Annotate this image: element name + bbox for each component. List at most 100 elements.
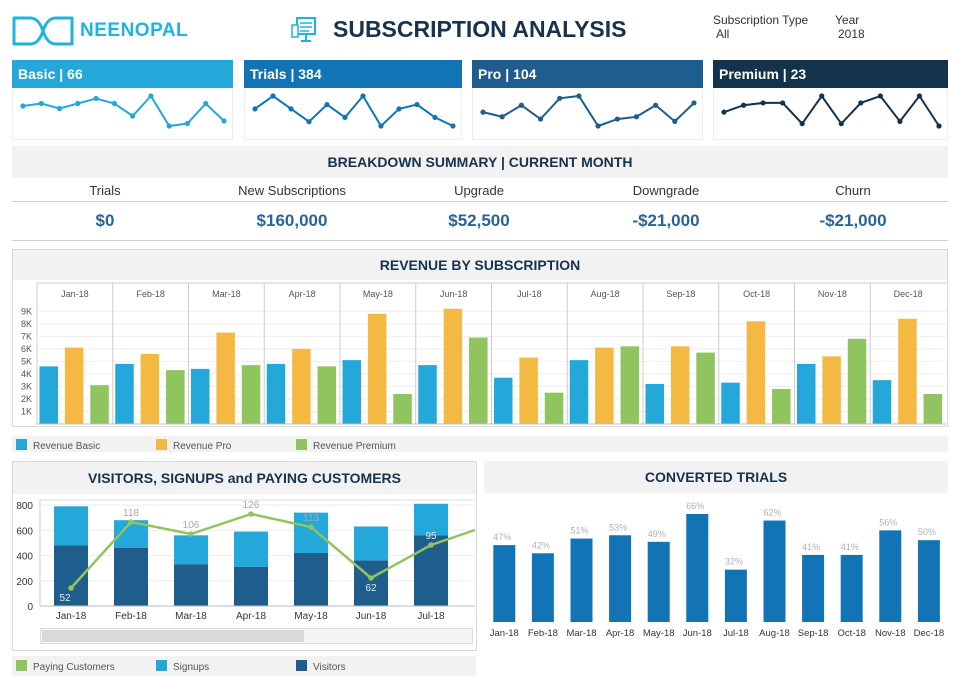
sparkline-point (799, 121, 805, 127)
visitors-title: VISITORS, SIGNUPS and PAYING CUSTOMERS (13, 462, 476, 494)
sparkline-point (148, 93, 154, 99)
sparkline-point (537, 116, 544, 122)
paying-customers-point (248, 511, 254, 517)
x-tick-label: Feb-18 (115, 611, 147, 622)
x-tick-label: Feb-18 (528, 628, 558, 639)
paying-customers-point (308, 524, 314, 530)
legend-visitors[interactable]: Visitors (296, 660, 346, 673)
kpi-card-premium[interactable]: Premium | 23 (713, 60, 948, 140)
converted-bar (724, 569, 747, 622)
converted-bar (917, 540, 940, 622)
legend-paying-customers[interactable]: Paying Customers (16, 660, 115, 673)
signups-bar (354, 526, 388, 561)
revenue-bar (393, 393, 412, 424)
converted-value-label: 62% (763, 508, 781, 518)
paying-customers-label: 113 (303, 513, 319, 524)
revenue-bar (847, 338, 867, 424)
x-tick-label: Apr-18 (236, 611, 266, 622)
logo-icon (12, 16, 74, 46)
x-tick-label: Aug-18 (591, 289, 620, 299)
legend-revenue-premium[interactable]: Revenue Premium (296, 439, 396, 452)
revenue-bar (115, 363, 134, 424)
sparkline-point (20, 103, 26, 109)
divider (12, 240, 948, 241)
kpi-card-trials[interactable]: Trials | 384 (244, 60, 462, 140)
converted-value-label: 41% (802, 542, 820, 552)
y-tick-label: 0 (27, 602, 33, 613)
x-tick-label: Dec-18 (894, 289, 923, 299)
filter-subscription-type-select[interactable]: All (716, 27, 730, 41)
sparkline-point (897, 118, 903, 124)
revenue-bar (317, 366, 337, 424)
y-tick-label: 400 (16, 552, 33, 563)
y-tick-label: 3K (21, 381, 32, 391)
kpi-header: Premium | 23 (713, 60, 948, 88)
x-tick-label: Nov-18 (875, 628, 906, 639)
visitors-bar (294, 553, 328, 606)
sparkline-point (111, 100, 117, 107)
revenue-bar (544, 392, 564, 424)
paying-customers-point (368, 575, 374, 581)
revenue-bar (469, 337, 488, 424)
sparkline-point (75, 100, 81, 107)
legend-swatch (16, 439, 27, 450)
converted-title: CONVERTED TRIALS (484, 461, 948, 493)
filter-year-select[interactable]: 2018 (838, 27, 865, 41)
metric-value-downgrade: -$21,000 (632, 211, 700, 230)
kpi-card-basic[interactable]: Basic | 66 (12, 60, 233, 140)
revenue-bar (191, 368, 210, 424)
converted-bar (802, 554, 825, 622)
sparkline-point (38, 100, 44, 107)
legend-revenue-basic[interactable]: Revenue Basic (16, 439, 100, 452)
y-tick-label: 800 (16, 501, 33, 512)
horizontal-scrollbar[interactable] (40, 628, 473, 644)
x-tick-label: Jun-18 (683, 628, 712, 639)
metric-value-upgrade: $52,500 (448, 211, 510, 230)
converted-value-label: 66% (686, 501, 704, 511)
metric-label-upgrade: Upgrade (454, 183, 504, 198)
sparkline-point (557, 95, 563, 101)
revenue-bar (292, 348, 311, 424)
page-title: SUBSCRIPTION ANALYSIS (333, 16, 627, 42)
sparkline-point (691, 100, 697, 106)
logo-text: NEENOPAL (80, 20, 189, 41)
revenue-bar (923, 393, 943, 424)
revenue-bar (216, 332, 235, 424)
sparkline-point (288, 106, 294, 112)
converted-bar (763, 520, 786, 622)
revenue-bar (569, 360, 589, 424)
revenue-bar (266, 363, 286, 424)
legend-label: Signups (173, 662, 210, 673)
revenue-bar (90, 385, 109, 424)
y-tick-label: 2K (21, 394, 32, 404)
sparkline-point (56, 105, 63, 112)
paying-customers-point (428, 542, 434, 548)
sparkline-point (480, 109, 486, 115)
kpi-sparkline (20, 93, 227, 129)
sparkline-point (432, 114, 438, 121)
x-tick-label: Jan-18 (490, 628, 519, 639)
paying-customers-label: 52 (59, 593, 71, 604)
paying-customers-label: 62 (365, 583, 377, 594)
sparkline-point (414, 101, 420, 108)
x-tick-label: Oct-18 (743, 289, 770, 299)
x-tick-label: Jul-18 (517, 289, 542, 299)
x-tick-label: Dec-18 (914, 628, 945, 639)
scrollbar-thumb[interactable] (42, 630, 304, 642)
legend-signups[interactable]: Signups (156, 660, 209, 673)
signups-bar (414, 503, 448, 536)
legend-label: Revenue Premium (313, 441, 396, 452)
sparkline-point (184, 120, 191, 127)
sparkline-point (576, 93, 582, 99)
legend-revenue-pro[interactable]: Revenue Pro (156, 439, 231, 452)
revenue-bar (721, 382, 740, 424)
sparkline-point (360, 93, 366, 99)
y-tick-label: 200 (16, 577, 33, 588)
filter-year-label: Year (835, 13, 860, 27)
revenue-bar (140, 353, 160, 424)
paying-customers-label: 126 (243, 500, 260, 511)
converted-trials-chart: 47% Jan-18 42% Feb-18 51% Mar-18 53% Apr-18 49% M… (490, 501, 945, 639)
metric-value-churn: -$21,000 (819, 211, 887, 230)
kpi-card-pro[interactable]: Pro | 104 (472, 60, 703, 140)
visitors-panel (12, 461, 477, 651)
